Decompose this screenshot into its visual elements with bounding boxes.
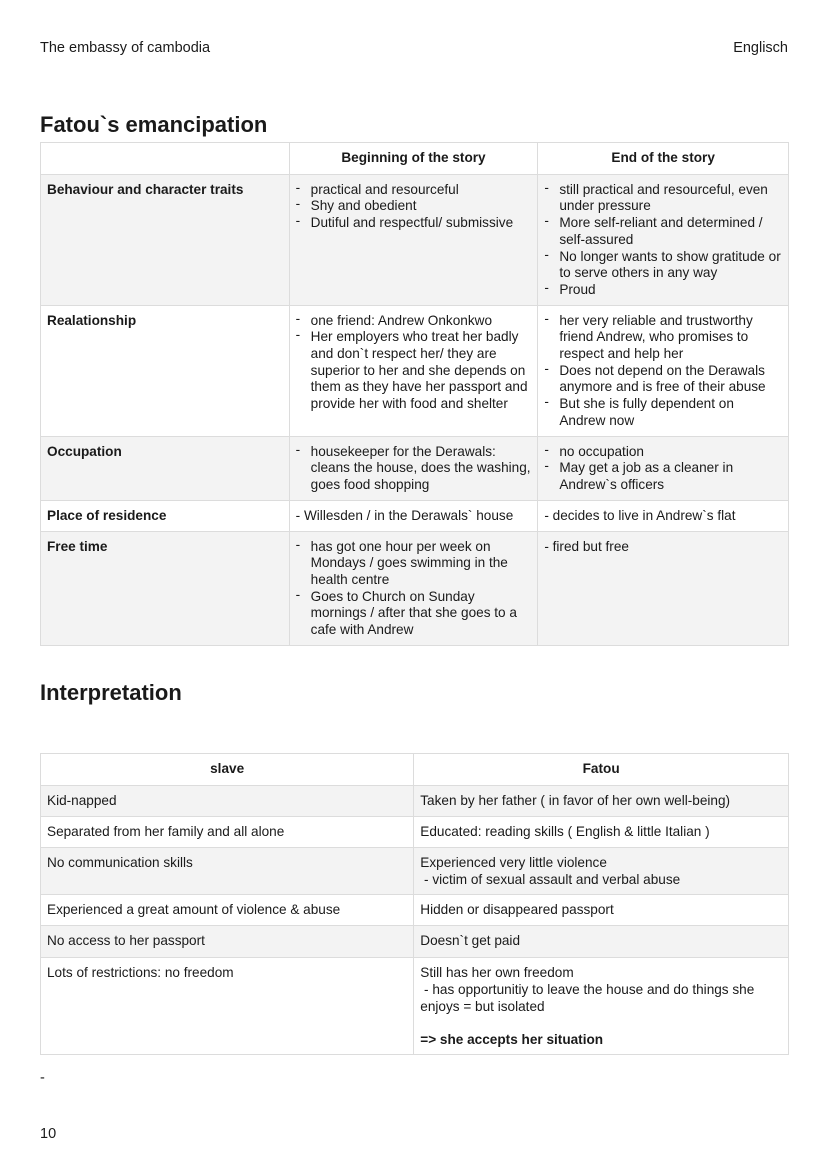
table-row: No communication skills Experienced very…	[39, 846, 789, 896]
list-item: Her employers who treat her badly and do…	[296, 327, 532, 413]
emancipation-table: Beginning of the story End of the story …	[40, 142, 789, 646]
table-row: Realationship one friend: Andrew Onkonkw…	[40, 304, 789, 437]
page-number: 10	[40, 1126, 57, 1142]
slave-cell: Kid-napped	[39, 785, 415, 817]
list-item: Does not depend on the Derawals anymore …	[544, 361, 782, 396]
table-row: No access to her passport Doesn`t get pa…	[39, 925, 789, 959]
fatou-cell: Experienced very little violence - victi…	[413, 846, 789, 896]
slave-cell: No communication skills	[39, 846, 415, 896]
fatou-cell: Educated: reading skills ( English & lit…	[413, 816, 789, 848]
end-cell: her very reliable and trustworthy friend…	[537, 304, 789, 437]
table-header-row: slave Fatou	[39, 753, 789, 786]
cell-line: Educated: reading skills ( English & lit…	[420, 824, 710, 839]
section-title-emancipation: Fatou`s emancipation	[40, 112, 268, 137]
table-header-row: Beginning of the story End of the story	[40, 142, 789, 175]
trailing-dash: -	[40, 1070, 45, 1086]
fatou-cell: Taken by her father ( in favor of her ow…	[413, 785, 789, 817]
slave-cell: No access to her passport	[39, 925, 415, 959]
list-item: her very reliable and trustworthy friend…	[544, 311, 782, 363]
end-cell: - decides to live in Andrew`s flat	[537, 499, 789, 532]
end-cell: - fired but free	[537, 530, 789, 646]
list-item: May get a job as a cleaner in Andrew`s o…	[544, 458, 782, 493]
cell-line: - has opportunitiy to leave the house an…	[420, 982, 759, 1014]
beginning-cell: has got one hour per week on Mondays / g…	[288, 530, 539, 646]
list-item: has got one hour per week on Mondays / g…	[296, 537, 532, 589]
cell-line: Doesn`t get paid	[420, 933, 521, 949]
fatou-cell: Still has her own freedom - has opportun…	[413, 957, 789, 1056]
fatou-cell: Hidden or disappeared passport	[413, 894, 789, 927]
table-row: Separated from her family and all alone …	[39, 816, 789, 848]
beginning-cell: one friend: Andrew Onkonkwo Her employer…	[288, 304, 539, 437]
document-header-subject: Englisch	[733, 40, 788, 56]
table-row: Place of residence - Willesden / in the …	[40, 499, 789, 532]
end-cell: still practical and resourceful, even un…	[537, 173, 789, 306]
list-item: Shy and obedient	[296, 196, 532, 215]
list-item: no occupation	[544, 442, 782, 461]
document-header-title: The embassy of cambodia	[40, 40, 211, 56]
column-header: Beginning of the story	[288, 142, 539, 175]
fatou-cell: Doesn`t get paid	[413, 925, 789, 959]
row-label: Realationship	[40, 304, 290, 437]
table-row: Kid-napped Taken by her father ( in favo…	[39, 785, 789, 817]
table-row: Lots of restrictions: no freedom Still h…	[39, 957, 789, 1056]
column-header	[40, 142, 290, 175]
cell-line: Taken by her father ( in favor of her ow…	[420, 793, 731, 808]
beginning-cell: practical and resourceful Shy and obedie…	[288, 173, 539, 306]
cell-line: Experienced very little violence	[420, 855, 607, 870]
list-item: Goes to Church on Sunday mornings / afte…	[296, 587, 532, 639]
row-label: Occupation	[40, 435, 290, 501]
list-item: one friend: Andrew Onkonkwo	[296, 311, 532, 330]
end-cell: no occupation May get a job as a cleaner…	[537, 435, 789, 501]
list-item: More self-reliant and determined / self-…	[544, 213, 782, 248]
column-header: Fatou	[413, 753, 789, 786]
beginning-cell: - Willesden / in the Derawals` house	[288, 499, 539, 532]
table-row: Free time has got one hour per week on M…	[40, 530, 789, 646]
slave-cell: Separated from her family and all alone	[39, 816, 415, 848]
column-header: End of the story	[537, 142, 789, 175]
beginning-cell: housekeeper for the Derawals: cleans the…	[288, 435, 539, 501]
list-item: Proud	[544, 280, 782, 299]
cell-line: Hidden or disappeared passport	[420, 902, 614, 918]
table-row: Occupation housekeeper for the Derawals:…	[40, 435, 789, 501]
column-header: slave	[39, 753, 415, 786]
row-label: Behaviour and character traits	[40, 173, 290, 306]
table-row: Experienced a great amount of violence &…	[39, 894, 789, 927]
row-label: Place of residence	[40, 499, 290, 532]
cell-line: Still has her own freedom	[420, 965, 574, 981]
interpretation-table: slave Fatou Kid-napped Taken by her fath…	[39, 753, 789, 1056]
cell-line: - victim of sexual assault and verbal ab…	[420, 871, 681, 887]
list-item: practical and resourceful	[296, 180, 532, 199]
conclusion: => she accepts her situation	[420, 1031, 604, 1047]
list-item: Dutiful and respectful/ submissive	[296, 213, 532, 232]
table-row: Behaviour and character traits practical…	[40, 173, 789, 306]
slave-cell: Lots of restrictions: no freedom	[39, 957, 415, 1056]
list-item: housekeeper for the Derawals: cleans the…	[296, 442, 532, 494]
row-label: Free time	[40, 530, 290, 646]
list-item: still practical and resourceful, even un…	[544, 180, 782, 215]
list-item: But she is fully dependent on Andrew now	[544, 394, 782, 429]
slave-cell: Experienced a great amount of violence &…	[39, 894, 415, 927]
list-item: No longer wants to show gratitude or to …	[544, 246, 782, 282]
section-title-interpretation: Interpretation	[40, 680, 182, 705]
